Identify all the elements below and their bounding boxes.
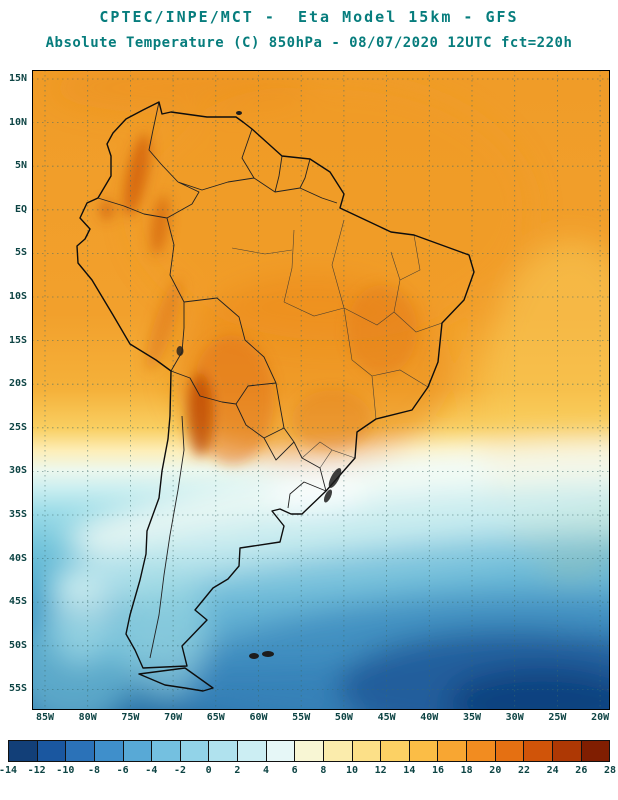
- colorbar-segment: [93, 740, 124, 762]
- colorbar-tick-label: 24: [546, 765, 559, 776]
- colorbar-segment: [380, 740, 410, 762]
- colorbar-tick-label: 20: [489, 765, 502, 776]
- colorbar-segment: [351, 740, 382, 762]
- colorbar-tick-label: 16: [431, 765, 445, 776]
- latitude-axis: 15N 10N 5N EQ 5S 10S 15S 20S 25S 30S 35S 40S 45S 50S 5…: [0, 70, 29, 710]
- lat-tick-label: 55S: [8, 683, 27, 695]
- lon-tick-label: 30W: [505, 712, 524, 723]
- colorbar-tick-label: -4: [145, 765, 158, 776]
- lat-tick-label: 35S: [8, 509, 27, 520]
- colorbar-tick-label: 22: [517, 765, 531, 776]
- colorbar-segment: [466, 740, 496, 762]
- colorbar-tick-label: 28: [603, 765, 617, 776]
- colorbar-segment: [580, 740, 611, 762]
- lon-tick-label: 70W: [164, 712, 183, 723]
- colorbar-segment: [523, 740, 553, 762]
- lon-tick-label: 25W: [548, 712, 567, 723]
- page-subtitle: Absolute Temperature (C) 850hPa - 08/07/…: [45, 35, 573, 51]
- colorbar-tick-label: 6: [291, 765, 298, 776]
- colorbar-tick-label: 8: [320, 765, 327, 776]
- colorbar-segment: [8, 740, 38, 762]
- colorbar-segment: [322, 740, 353, 762]
- colorbar-tick-label: 26: [575, 765, 588, 776]
- colorbar-segment: [408, 740, 439, 762]
- colorbar-tick-label: 4: [262, 765, 270, 776]
- lon-tick-label: 40W: [420, 712, 439, 723]
- andes-hot-streaks: [100, 133, 417, 465]
- colorbar-segment: [237, 740, 267, 762]
- lon-tick-label: 50W: [334, 712, 353, 723]
- lat-tick-label: 15N: [8, 73, 27, 84]
- lon-tick-label: 20W: [591, 712, 610, 723]
- south-america-temperature-map: [32, 70, 610, 710]
- lon-tick-label: 55W: [292, 712, 311, 723]
- colorbar-segment: [208, 740, 238, 762]
- lat-tick-label: 25S: [8, 421, 27, 433]
- colorbar-segment: [65, 740, 95, 762]
- colorbar-tick-label: 14: [403, 765, 416, 776]
- islands-and-lakes: [176, 111, 342, 659]
- lon-tick-label: 60W: [249, 712, 268, 723]
- lon-tick-label: 85W: [35, 712, 55, 723]
- colorbar-tick-label: -8: [87, 765, 101, 776]
- lat-tick-label: 15S: [8, 334, 27, 346]
- lat-tick-label: 5S: [14, 247, 27, 259]
- lat-tick-label: 40S: [8, 552, 27, 564]
- lon-tick-label: 75W: [121, 712, 140, 723]
- colorbar-segment: [265, 740, 296, 762]
- colorbar-tick-label: 18: [460, 765, 473, 776]
- lat-tick-label: 10N: [8, 116, 27, 128]
- lat-tick-label: 50S: [8, 639, 27, 651]
- lat-tick-label: 30S: [8, 465, 27, 477]
- lon-tick-label: 45W: [377, 712, 396, 723]
- colorbar-segment: [494, 740, 525, 762]
- colorbar-segment: [294, 740, 324, 762]
- colorbar-tick-label: -6: [116, 765, 129, 776]
- lon-tick-label: 35W: [462, 712, 482, 723]
- colorbar-tick-label: 0: [205, 765, 212, 776]
- lon-tick-label: 65W: [206, 712, 225, 723]
- colorbar-tick-label: 10: [345, 765, 359, 776]
- lat-tick-label: EQ: [14, 203, 27, 215]
- colorbar-segment: [122, 740, 153, 762]
- colorbar-tick-label: -10: [56, 765, 75, 776]
- colorbar-segment: [179, 740, 210, 762]
- temperature-anomaly-patches: [32, 70, 610, 710]
- colorbar-tick-label: -12: [27, 765, 46, 776]
- map-frame: [32, 70, 610, 710]
- lon-tick-label: 80W: [78, 712, 97, 723]
- colorbar-tick-label: 12: [374, 765, 387, 776]
- lat-tick-label: 45S: [8, 596, 27, 608]
- colorbar-tick-label: 2: [234, 765, 241, 776]
- colorbar-segment: [36, 740, 67, 762]
- lat-tick-label: 10S: [8, 291, 27, 302]
- colorbar-tick-label: -14: [0, 765, 18, 776]
- lat-tick-label: 5N: [14, 160, 27, 172]
- colorbar-tick-label: -2: [173, 765, 187, 776]
- map-plot: [32, 70, 610, 710]
- colorbar: [8, 740, 611, 762]
- colorbar-tick-labels: -14 -12 -10 -8 -6 -4 -2 0 2 4 6 8 10 12 14 16 18 20 22 24 26…: [0, 765, 616, 779]
- page-title: CPTEC/INPE/MCT - Eta Model 15km - GFS: [99, 8, 519, 26]
- colorbar-segment: [151, 740, 181, 762]
- colorbar-segment: [437, 740, 467, 762]
- longitude-axis: 85W 80W 75W 70W 65W 60W 55W 50W 45W 40W 35W 30W 25W 2…: [32, 712, 610, 728]
- lat-tick-label: 20S: [8, 378, 27, 390]
- coastline: [76, 101, 475, 692]
- state-borders: [231, 219, 443, 469]
- colorbar-segment: [551, 740, 582, 762]
- grid-lines: [32, 70, 610, 710]
